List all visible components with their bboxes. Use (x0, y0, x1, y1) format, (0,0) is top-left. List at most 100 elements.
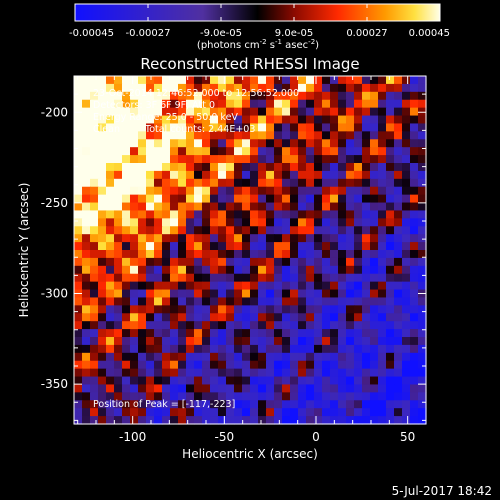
heatmap-cell (74, 131, 83, 140)
heatmap-cell (234, 352, 243, 362)
heatmap-cell (194, 392, 203, 401)
heatmap-cell (90, 210, 99, 219)
heatmap-cell (274, 107, 283, 117)
heatmap-cell (82, 360, 91, 370)
heatmap-cell (266, 170, 275, 180)
heatmap-cell (178, 242, 187, 251)
heatmap-cell (298, 289, 307, 299)
heatmap-cell (402, 242, 411, 251)
heatmap-cell (418, 155, 427, 164)
heatmap-cell (410, 416, 419, 425)
heatmap-cell (122, 155, 131, 164)
y-axis-label: Heliocentric Y (arcsec) (17, 183, 31, 318)
heatmap-cell (290, 170, 299, 180)
heatmap-cell (370, 384, 379, 393)
heatmap-cell (202, 163, 211, 172)
heatmap-cell (338, 163, 347, 172)
heatmap-cell (370, 234, 379, 243)
heatmap-cell (250, 392, 259, 401)
heatmap-cell (170, 257, 179, 267)
heatmap-cell (338, 107, 347, 117)
heatmap-cell (250, 226, 259, 235)
heatmap-cell (274, 226, 283, 235)
heatmap-cell (170, 234, 179, 243)
heatmap-cell (242, 250, 251, 259)
heatmap-cell (154, 273, 163, 283)
heatmap-cell (362, 83, 371, 93)
heatmap-cell (354, 360, 363, 370)
heatmap-cell (394, 360, 403, 370)
heatmap-cell (114, 194, 123, 204)
heatmap-cell (290, 376, 299, 386)
heatmap-cell (242, 392, 251, 401)
heatmap-cell (370, 337, 379, 346)
heatmap-cell (162, 170, 171, 180)
heatmap-cell (338, 329, 347, 338)
heatmap-cell (138, 83, 147, 93)
heatmap-cell (386, 297, 395, 306)
heatmap-cell (282, 392, 291, 401)
heatmap-cell (250, 155, 259, 164)
heatmap-cell (154, 186, 163, 196)
heatmap-cell (258, 257, 267, 267)
heatmap-cell (362, 305, 371, 314)
heatmap-cell (106, 91, 115, 101)
heatmap-cell (394, 226, 403, 235)
heatmap-cell (386, 376, 395, 386)
heatmap-cell (410, 408, 419, 417)
heatmap-cell (90, 83, 99, 93)
heatmap-cell (354, 226, 363, 235)
heatmap-cell (162, 115, 171, 125)
heatmap-cell (162, 400, 171, 409)
heatmap-cell (258, 297, 267, 306)
heatmap-cell (402, 155, 411, 164)
heatmap-cell (154, 83, 163, 93)
heatmap-cell (114, 123, 123, 132)
info-line-clean: Clean (93, 124, 120, 135)
heatmap-cell (226, 76, 235, 85)
heatmap-cell (418, 170, 427, 180)
heatmap-cell (346, 194, 355, 204)
heatmap-cell (210, 408, 219, 417)
heatmap-cell (218, 329, 227, 338)
heatmap-cell (354, 408, 363, 417)
heatmap-cell (234, 155, 243, 164)
heatmap-cell (154, 257, 163, 267)
heatmap-cell (378, 186, 387, 196)
heatmap-cell (186, 115, 195, 125)
heatmap-cell (266, 352, 275, 362)
heatmap-cell (218, 186, 227, 196)
heatmap-cell (258, 337, 267, 346)
heatmap-cell (146, 273, 155, 283)
heatmap-cell (410, 352, 419, 362)
heatmap-cell (362, 242, 371, 251)
heatmap-cell (234, 178, 243, 188)
heatmap-cell (314, 408, 323, 417)
heatmap-cell (394, 186, 403, 196)
heatmap-cell (154, 155, 163, 164)
heatmap-cell (162, 163, 171, 172)
heatmap-cell (418, 368, 427, 378)
heatmap-cell (258, 321, 267, 330)
heatmap-cell (194, 352, 203, 362)
heatmap-cell (354, 344, 363, 354)
heatmap-cell (330, 265, 339, 275)
heatmap-cell (138, 400, 147, 409)
heatmap-cell (210, 329, 219, 338)
heatmap-cell (290, 416, 299, 425)
heatmap-cell (202, 257, 211, 267)
heatmap-cell (250, 281, 259, 291)
heatmap-cell (274, 416, 283, 425)
heatmap-cell (386, 107, 395, 117)
info-line-time: 23-Oct-2014 12:46:52.000 to 12:56:52.000 (93, 88, 299, 99)
heatmap-cell (74, 139, 83, 148)
heatmap-cell (194, 131, 203, 140)
y-tick-label: -350 (41, 377, 68, 391)
heatmap-cell (282, 368, 291, 378)
heatmap-cell (130, 321, 139, 330)
heatmap-cell (234, 91, 243, 101)
heatmap-cell (266, 360, 275, 370)
heatmap-cell (170, 344, 179, 354)
heatmap-cell (402, 107, 411, 117)
heatmap-cell (122, 115, 131, 125)
